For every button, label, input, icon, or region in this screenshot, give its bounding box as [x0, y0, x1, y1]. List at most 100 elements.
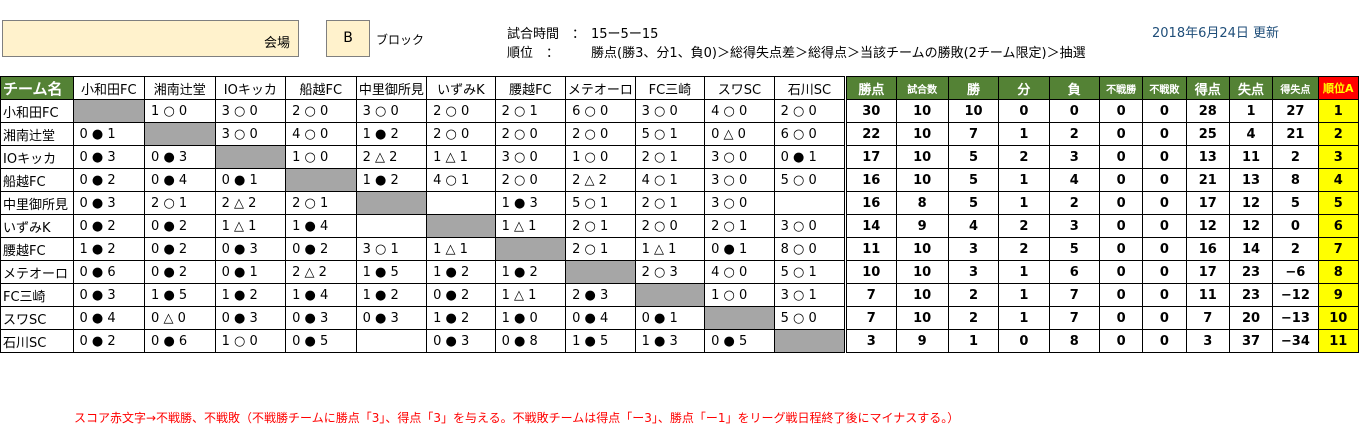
self-match-cell [72, 99, 146, 123]
score-cell: 0 ● 3 [72, 145, 146, 169]
score-cell: 1 ● 2 [355, 168, 428, 192]
block-field[interactable]: B [326, 20, 370, 57]
stat-draws: 1 [998, 168, 1050, 192]
score-cell: 2 ○ 0 [494, 122, 567, 146]
score-cell: 2 ○ 1 [634, 145, 706, 169]
venue-label: 会場 [263, 36, 290, 51]
score-cell: 0 ● 3 [72, 283, 146, 307]
stat-goals-for: 13 [1185, 145, 1230, 169]
stat-wins: 5 [947, 168, 1000, 192]
ranking-rule-row: 順位 ： 勝点(勝3、分1、負0)＞総得失点差＞総得点＞当該チームの勝敗(2チー… [507, 42, 1086, 61]
score-cell: 0 ● 3 [426, 329, 496, 353]
score-cell: 1 ● 5 [144, 283, 216, 307]
score-cell: 0 ● 2 [426, 283, 496, 307]
stat-rank: 1 [1317, 99, 1360, 123]
score-cell: 0 ● 8 [494, 329, 567, 353]
score-cell: 1 ● 5 [355, 260, 428, 284]
stat-goal-diff: −12 [1272, 283, 1319, 307]
stat-wins: 3 [947, 260, 1000, 284]
score-cell: 0 ● 1 [773, 145, 847, 169]
stat-rank: 11 [1317, 329, 1360, 353]
score-cell: 0 ● 3 [214, 237, 287, 261]
stat-forfeit-losses: 0 [1142, 191, 1187, 215]
self-match-cell [773, 329, 847, 353]
stat-goals-for: 17 [1185, 191, 1230, 215]
stat-losses: 5 [1048, 237, 1100, 261]
stat-rank: 10 [1317, 306, 1360, 330]
score-cell: 2 ○ 1 [285, 191, 357, 215]
stat-losses: 7 [1048, 306, 1100, 330]
stat-losses: 2 [1048, 191, 1100, 215]
score-cell: 2 ○ 0 [494, 168, 567, 192]
stat-played: 10 [895, 260, 949, 284]
stat-goals-against: 13 [1228, 168, 1274, 192]
opponent-header: 中里御所見 [355, 76, 428, 100]
score-cell: 2 ○ 0 [285, 99, 357, 123]
stat-wins: 7 [947, 122, 1000, 146]
stat-goals-against: 12 [1228, 191, 1274, 215]
stat-goal-diff: 5 [1272, 191, 1319, 215]
score-cell: 0 ● 1 [214, 168, 287, 192]
score-cell: 2 △ 2 [285, 260, 357, 284]
score-cell: 0 ● 4 [144, 168, 216, 192]
venue-field[interactable]: 会場 [2, 20, 299, 57]
score-cell: 1 ● 4 [285, 214, 357, 238]
self-match-cell [355, 191, 428, 215]
score-cell: 0 ● 2 [144, 260, 216, 284]
score-cell: 0 ● 1 [704, 237, 775, 261]
score-cell: 0 ● 1 [72, 122, 146, 146]
stat-goal-diff: −13 [1272, 306, 1319, 330]
stat-losses: 7 [1048, 283, 1100, 307]
stat-goals-against: 11 [1228, 145, 1274, 169]
stat-draws: 1 [998, 260, 1050, 284]
stat-goal-diff: 21 [1272, 122, 1319, 146]
score-cell: 1 ● 2 [72, 237, 146, 261]
score-cell: 1 ● 0 [494, 306, 567, 330]
stat-wins: 2 [947, 306, 1000, 330]
opponent-header: FC三崎 [634, 76, 706, 100]
self-match-cell [214, 145, 287, 169]
score-cell: 3 ○ 0 [704, 145, 775, 169]
score-cell: 3 ○ 1 [773, 283, 847, 307]
stat-forfeit-losses: 0 [1142, 168, 1187, 192]
score-cell: 1 ● 2 [426, 306, 496, 330]
opponent-header: 腰越FC [494, 76, 567, 100]
stat-played: 10 [895, 283, 949, 307]
score-cell: 0 ● 3 [144, 145, 216, 169]
stat-wins: 5 [947, 145, 1000, 169]
score-cell: 5 ○ 0 [773, 306, 847, 330]
score-cell: 2 ○ 1 [634, 191, 706, 215]
stat-draws: 2 [998, 145, 1050, 169]
opponent-header: メテオーロ [565, 76, 636, 100]
match-time-label: 試合時間 ： [507, 27, 586, 42]
score-cell: 0 ● 1 [214, 260, 287, 284]
stat-losses: 0 [1048, 99, 1100, 123]
score-cell: 1 △ 1 [214, 214, 287, 238]
team-name: いずみK [0, 214, 74, 238]
score-cell: 1 ○ 0 [285, 145, 357, 169]
score-cell: 0 ● 4 [565, 306, 636, 330]
stat-goal-diff: 27 [1272, 99, 1319, 123]
stat-header-rank: 順位A [1317, 76, 1360, 100]
score-cell: 3 ○ 0 [704, 168, 775, 192]
score-cell: 0 ● 2 [72, 329, 146, 353]
stat-forfeit-wins: 0 [1098, 191, 1144, 215]
self-match-cell [144, 122, 216, 146]
ranking-rule-value: 勝点(勝3、分1、負0)＞総得失点差＞総得点＞当該チームの勝敗(2チーム限定)＞… [591, 46, 1086, 61]
standings-table: チーム名 小和田FC 湘南辻堂 IOキッカ 船越FC 中里御所見 いずみK 腰越… [0, 76, 1360, 353]
score-cell: 4 ○ 0 [704, 260, 775, 284]
team-name: 中里御所見 [0, 191, 74, 215]
score-cell: 3 ○ 0 [214, 122, 287, 146]
stat-points: 22 [844, 122, 897, 146]
team-name: FC三崎 [0, 283, 74, 307]
score-cell: 0 ● 3 [355, 306, 428, 330]
stat-points: 7 [844, 283, 897, 307]
score-cell: 4 ○ 1 [426, 168, 496, 192]
score-cell: 1 ● 2 [355, 283, 428, 307]
team-col-header: チーム名 [0, 76, 74, 100]
